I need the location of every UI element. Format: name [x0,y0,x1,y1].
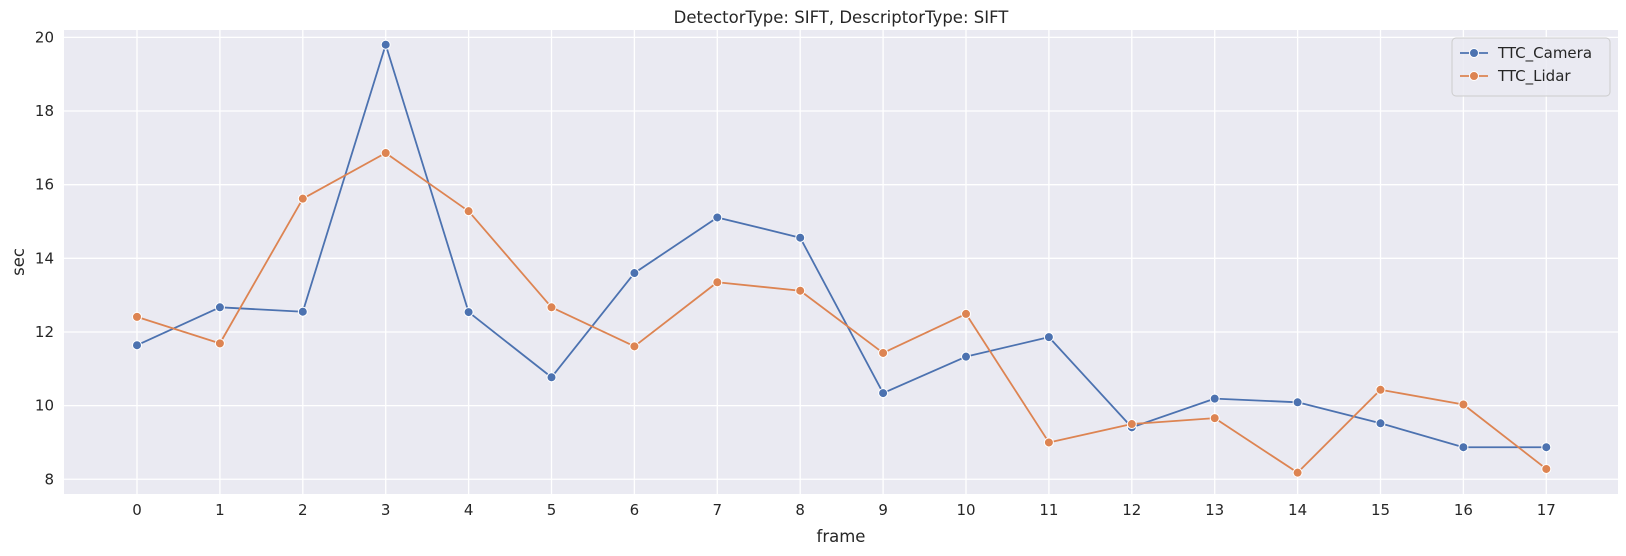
x-tick-label: 2 [298,501,308,519]
data-point-ttc-camera [1043,332,1054,343]
data-point-ttc-lidar [297,193,308,204]
x-tick-label: 5 [547,501,557,519]
y-tick-label: 8 [44,470,54,488]
data-point-ttc-lidar [1292,467,1303,478]
data-point-ttc-camera [132,340,142,351]
x-axis-label: frame [817,527,866,546]
chart-title: DetectorType: SIFT, DescriptorType: SIFT [674,8,1010,27]
data-point-ttc-camera [463,307,474,318]
legend-box [1451,37,1611,97]
data-point-ttc-camera [297,306,308,317]
grid-lines [64,30,1618,494]
x-tick-label: 16 [1454,501,1473,519]
x-tick-label: 6 [630,501,640,519]
data-point-ttc-camera [214,302,225,313]
data-point-ttc-lidar [1458,399,1469,410]
x-tick-labels: 0 1 2 3 4 5 6 7 8 9 10 11 12 13 14 15 16 17 [132,501,1556,519]
x-tick-label: 4 [464,501,474,519]
y-tick-label: 18 [35,102,54,120]
series-line-ttc-lidar [136,152,1547,474]
series-line-ttc-camera [136,43,1547,449]
data-point-ttc-camera [380,39,391,50]
y-tick-label: 12 [35,323,54,341]
data-point-ttc-camera [546,372,557,383]
data-point-ttc-camera [878,388,889,399]
data-point-ttc-lidar [712,277,723,288]
series-group [132,39,1552,478]
data-point-ttc-camera [1458,442,1469,453]
data-point-ttc-lidar [1126,419,1137,430]
y-tick-label: 14 [35,249,54,267]
legend-label-ttc-camera: TTC_Camera [1497,44,1592,63]
data-point-ttc-lidar [795,285,806,296]
data-point-ttc-lidar [132,311,142,322]
x-tick-label: 1 [215,501,225,519]
legend: TTC_Camera TTC_Lidar [1451,37,1611,97]
legend-marker-ttc-lidar [1469,71,1479,81]
data-point-ttc-camera [629,268,640,279]
data-point-ttc-camera [1375,418,1386,429]
x-tick-label: 17 [1537,501,1556,519]
data-point-ttc-lidar [1209,413,1220,424]
y-tick-label: 16 [35,176,54,194]
legend-label-ttc-lidar: TTC_Lidar [1497,67,1571,86]
data-point-ttc-lidar [961,308,971,319]
data-point-ttc-camera [1541,442,1552,453]
x-tick-label: 15 [1371,501,1390,519]
x-tick-label: 9 [878,501,888,519]
data-point-ttc-camera [961,351,971,362]
x-tick-label: 0 [132,501,142,519]
x-tick-label: 8 [795,501,805,519]
y-tick-labels: 8 10 12 14 16 18 20 [35,28,54,488]
data-point-ttc-lidar [1043,437,1054,448]
x-tick-label: 7 [713,501,723,519]
x-tick-label: 3 [381,501,391,519]
plot-background [64,30,1618,494]
x-tick-label: 10 [956,501,975,519]
x-tick-label: 12 [1122,501,1141,519]
y-tick-label: 20 [35,28,54,46]
data-point-ttc-lidar [1541,463,1552,474]
data-point-ttc-lidar [878,347,889,358]
data-point-ttc-camera [712,212,723,223]
y-axis-label: sec [9,248,28,276]
legend-marker-ttc-camera [1469,48,1479,58]
x-tick-label: 13 [1205,501,1224,519]
x-tick-label: 11 [1039,501,1058,519]
data-point-ttc-lidar [214,338,225,349]
x-tick-label: 14 [1288,501,1307,519]
data-point-ttc-lidar [629,341,640,352]
data-point-ttc-camera [795,232,806,243]
y-tick-label: 10 [35,397,54,415]
data-point-ttc-lidar [1375,384,1386,395]
data-point-ttc-lidar [380,147,391,158]
data-point-ttc-camera [1209,393,1220,404]
data-point-ttc-lidar [463,206,474,217]
data-point-ttc-camera [1292,397,1303,408]
data-point-ttc-lidar [546,302,557,313]
